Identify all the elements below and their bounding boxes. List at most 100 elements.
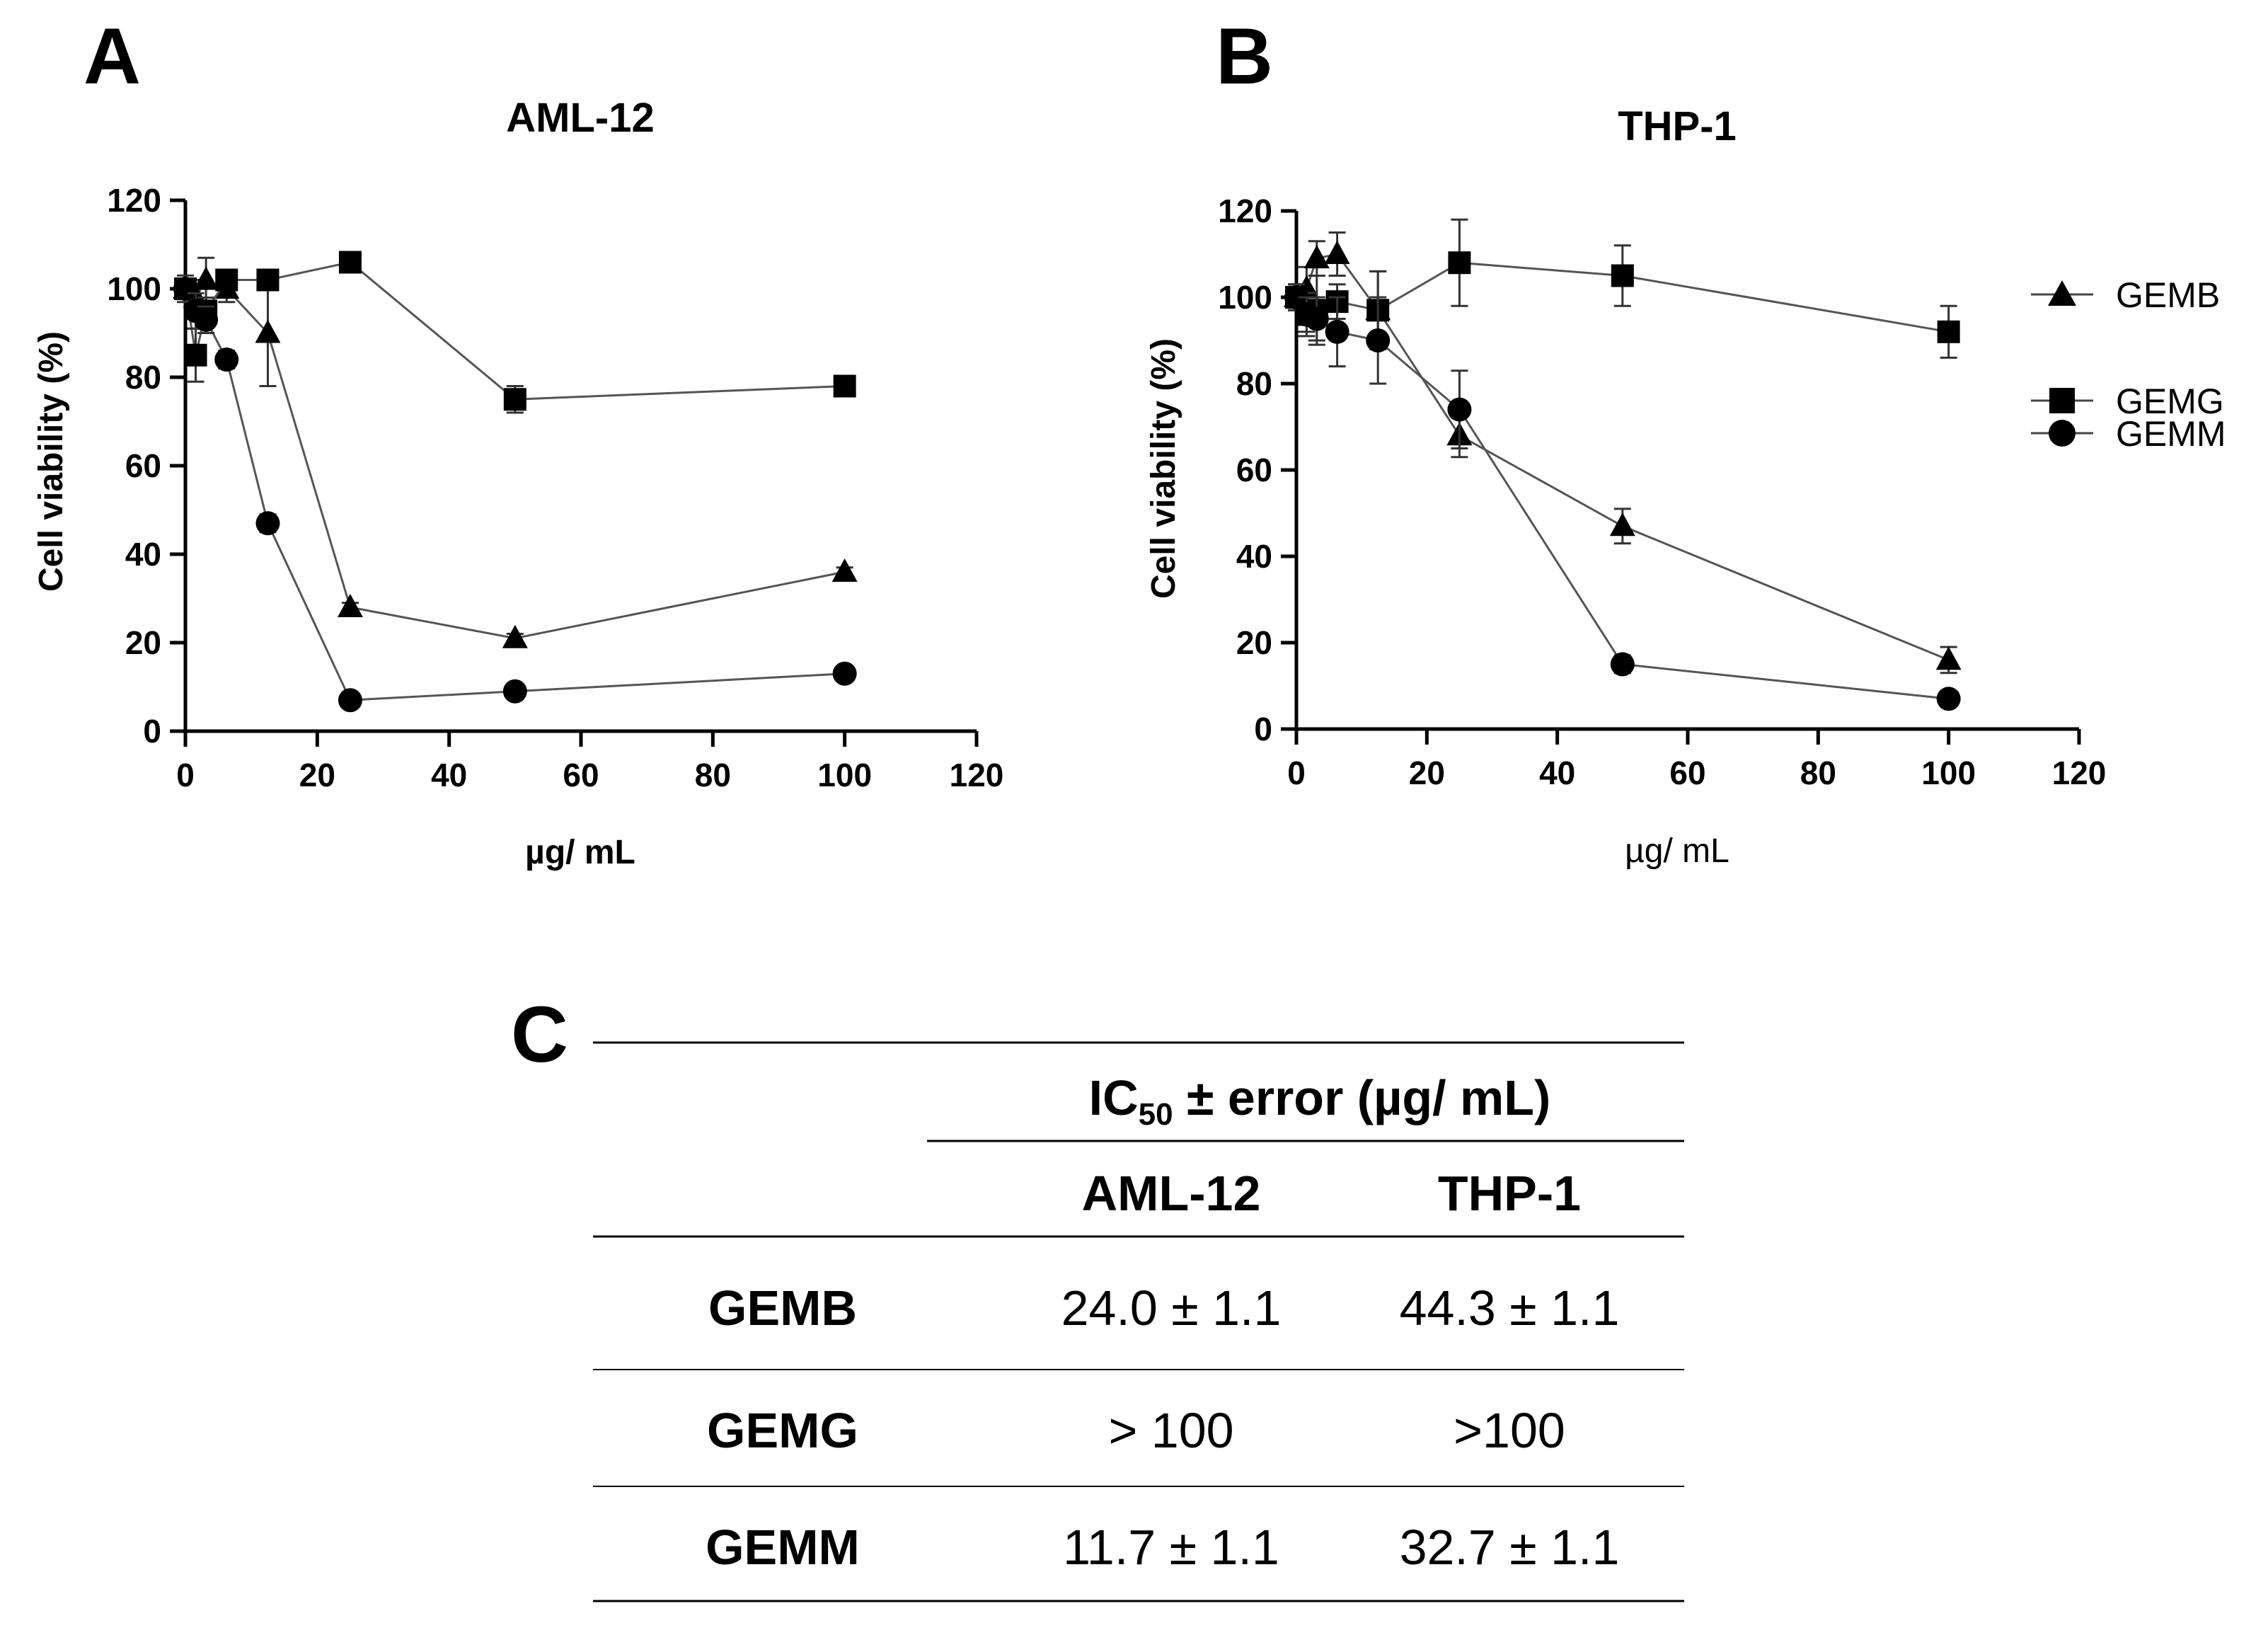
data-point-circle — [1304, 306, 1329, 331]
data-point-square — [338, 251, 362, 274]
table-row: GEMG > 100 >100 — [707, 1403, 1565, 1458]
x-tick-label: 120 — [2052, 755, 2107, 791]
data-point-square — [256, 268, 280, 292]
y-tick-label: 60 — [1236, 452, 1272, 488]
legend-label: GEMB — [2116, 275, 2220, 315]
x-tick-label: 60 — [563, 757, 599, 793]
data-point-triangle — [1609, 512, 1635, 537]
chart-title: THP-1 — [1618, 103, 1737, 149]
table-col-header-thp1: THP-1 — [1438, 1166, 1581, 1221]
table-group-header: IC50 ± error (µg/ mL) — [1089, 1070, 1551, 1132]
table-row-label: GEMG — [707, 1403, 858, 1458]
table-cell: > 100 — [1108, 1403, 1233, 1458]
series-gemm — [1284, 283, 1961, 711]
y-tick-label: 80 — [125, 359, 161, 396]
data-point-square — [833, 374, 856, 398]
x-tick-label: 80 — [695, 757, 731, 793]
data-point-triangle — [193, 266, 219, 290]
data-point-square — [1937, 320, 1960, 343]
y-tick-label: 100 — [107, 270, 161, 307]
data-point-circle — [194, 307, 219, 332]
data-point-circle — [214, 348, 239, 372]
y-tick-label: 60 — [125, 447, 161, 484]
data-point-circle — [502, 679, 527, 704]
panel-letter-b: B — [1216, 12, 1273, 101]
data-point-triangle — [1303, 245, 1330, 269]
y-tick-label: 100 — [1218, 279, 1272, 316]
data-point-circle — [338, 688, 362, 713]
legend-label: GEMG — [2116, 382, 2224, 421]
y-tick-label: 20 — [1236, 624, 1272, 661]
series-line — [1295, 297, 1949, 700]
y-tick-label: 120 — [1218, 193, 1272, 229]
table-col-header-aml12: AML-12 — [1082, 1166, 1261, 1221]
series-gemm — [173, 277, 857, 713]
x-axis-label: µg/ mL — [1625, 832, 1729, 870]
x-tick-label: 80 — [1800, 755, 1836, 791]
table-row-label: GEMM — [706, 1520, 860, 1575]
x-tick-label: 40 — [431, 757, 467, 793]
legend-item-gemb: GEMB — [2031, 275, 2220, 315]
series-line — [184, 260, 845, 401]
y-tick-label: 40 — [1236, 538, 1272, 575]
legend-circle-marker — [2049, 420, 2076, 447]
series-gemb — [173, 256, 858, 648]
x-axis-label: µg/ mL — [525, 834, 635, 871]
data-point-square — [503, 388, 526, 411]
table-row-label: GEMB — [708, 1280, 857, 1336]
x-tick-label: 0 — [176, 757, 195, 793]
series-layer — [173, 251, 858, 713]
panel-letter-c: C — [511, 990, 568, 1079]
legend: GEMB GEMG GEMM — [2031, 275, 2226, 454]
data-point-circle — [255, 511, 280, 536]
legend-item-gemm: GEMM — [2031, 414, 2226, 454]
data-point-circle — [173, 277, 197, 301]
table-cell: >100 — [1454, 1403, 1565, 1458]
axes: 0 20 40 60 80 100 120 0 20 40 60 80 100 120 — [1218, 193, 2106, 791]
y-tick-label: 40 — [125, 536, 161, 573]
data-point-square — [1611, 264, 1634, 287]
axes: 0 20 40 60 80 100 120 0 20 40 60 80 100 120 — [107, 182, 1003, 793]
data-point-triangle — [255, 319, 281, 343]
table-row: GEMB 24.0 ± 1.1 44.3 ± 1.1 — [708, 1280, 1619, 1336]
legend-triangle-marker — [2048, 280, 2076, 306]
table-row: GEMM 11.7 ± 1.1 32.7 ± 1.1 — [706, 1520, 1619, 1575]
data-point-circle — [1447, 397, 1472, 422]
x-tick-label: 60 — [1669, 755, 1705, 791]
series-gemg — [174, 251, 856, 414]
legend-square-marker — [2049, 388, 2075, 413]
table-cell: 44.3 ± 1.1 — [1400, 1280, 1620, 1336]
chart-aml12: AML-12 µg/ mL Cell viability (%) 0 20 40 60… — [33, 95, 1003, 871]
x-tick-label: 120 — [950, 757, 1004, 793]
y-tick-label: 0 — [1254, 711, 1272, 747]
data-point-circle — [1936, 687, 1961, 711]
x-tick-label: 20 — [1409, 755, 1445, 791]
data-point-triangle — [1324, 241, 1350, 264]
x-tick-label: 100 — [1921, 755, 1976, 791]
ic50-table: IC50 ± error (µg/ mL) AML-12 THP-1 GEMB … — [593, 1041, 1684, 1602]
legend-label: GEMM — [2116, 414, 2226, 454]
y-tick-label: 20 — [125, 624, 161, 661]
data-point-circle — [1366, 328, 1391, 352]
data-point-triangle — [831, 558, 858, 582]
x-tick-label: 40 — [1539, 755, 1575, 791]
y-tick-label: 0 — [143, 713, 161, 750]
chart-title: AML-12 — [506, 95, 654, 141]
data-point-triangle — [1935, 646, 1962, 670]
x-tick-label: 20 — [299, 757, 335, 793]
x-tick-label: 0 — [1287, 755, 1306, 791]
series-layer — [1284, 218, 1962, 711]
data-point-square — [215, 268, 238, 292]
table-cell: 32.7 ± 1.1 — [1400, 1520, 1620, 1575]
y-axis-label: Cell viability (%) — [1145, 338, 1182, 599]
chart-thp1: THP-1 µg/ mL Cell viability (%) 0 20 40 60 8… — [1145, 103, 2106, 870]
table-cell: 24.0 ± 1.1 — [1061, 1280, 1282, 1336]
legend-item-gemg: GEMG — [2031, 382, 2224, 421]
data-point-circle — [1325, 319, 1349, 344]
data-point-circle — [1610, 652, 1635, 677]
x-tick-label: 100 — [817, 757, 872, 793]
y-tick-label: 80 — [1236, 365, 1272, 402]
series-line — [185, 278, 845, 640]
data-point-triangle — [502, 624, 528, 648]
